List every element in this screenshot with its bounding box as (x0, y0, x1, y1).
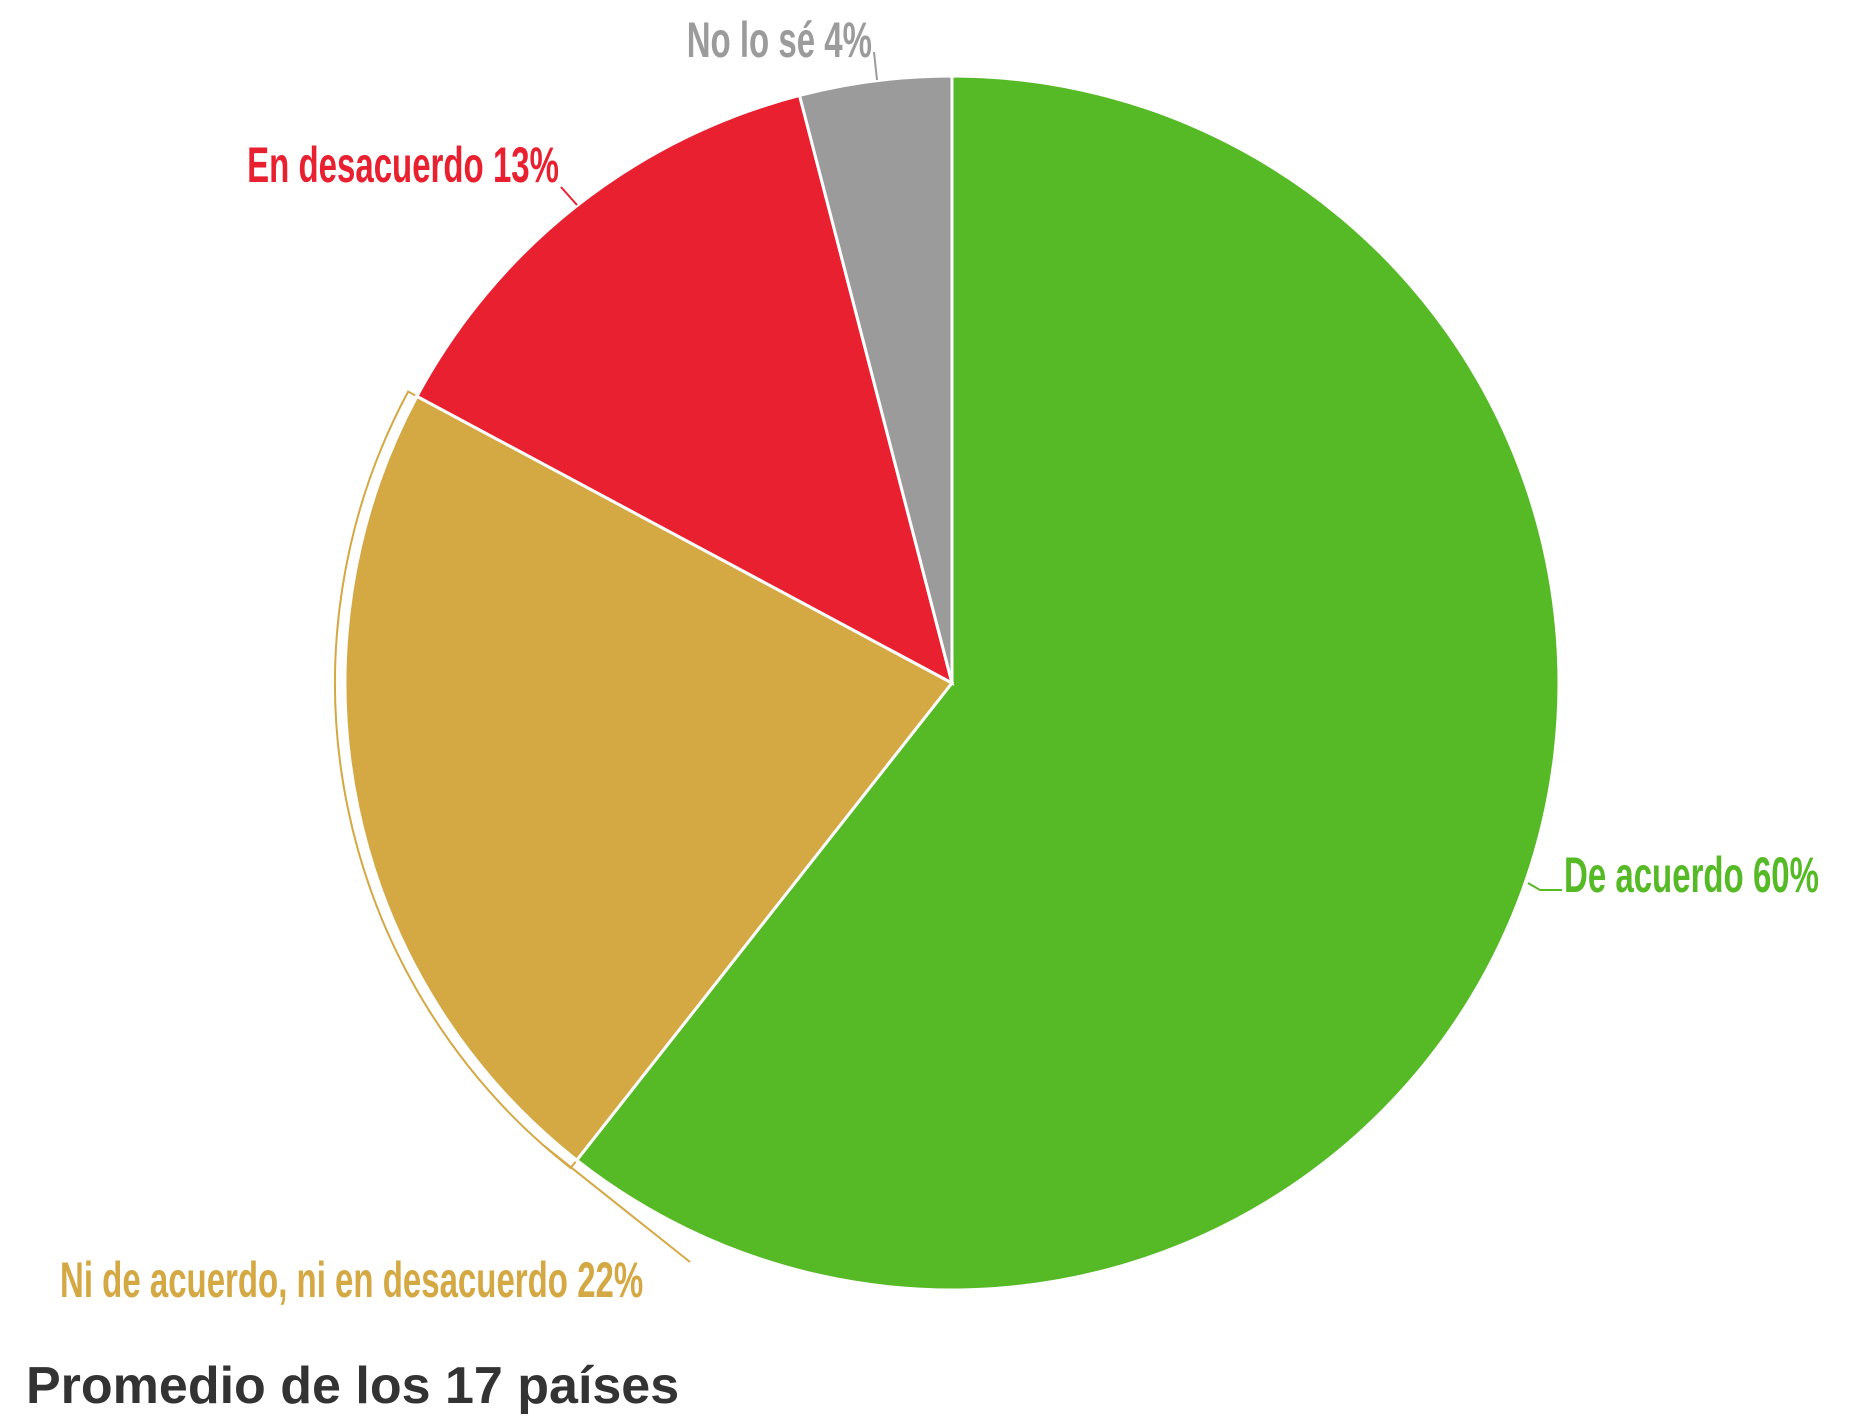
pie-slice (414, 93, 955, 686)
value-label: 60% (1753, 847, 1819, 902)
category-label: No lo sé (687, 12, 815, 67)
pie-slice (343, 394, 955, 1163)
leader-line (1527, 882, 1562, 891)
pie-slice (797, 74, 954, 684)
data-label: De acuerdo 60% (1564, 847, 1819, 902)
data-label: Ni de acuerdo, ni en desacuerdo 22% (60, 1252, 643, 1307)
leader-line (560, 186, 578, 206)
data-label: No lo sé 4% (687, 12, 872, 67)
leader-line (873, 51, 878, 81)
category-label: De acuerdo (1564, 847, 1744, 902)
category-label: Ni de acuerdo, ni en desacuerdo (60, 1252, 568, 1307)
value-label: 22% (577, 1252, 643, 1307)
category-label: En desacuerdo (247, 137, 484, 192)
leader-line (543, 1145, 691, 1263)
value-label: 4% (824, 12, 872, 67)
chart-title: Promedio de los 17 países (26, 1357, 679, 1415)
value-label: 13% (493, 137, 559, 192)
data-label: En desacuerdo 13% (247, 137, 559, 192)
pie-slice (574, 74, 1561, 1292)
leader-bracket (334, 390, 577, 1170)
